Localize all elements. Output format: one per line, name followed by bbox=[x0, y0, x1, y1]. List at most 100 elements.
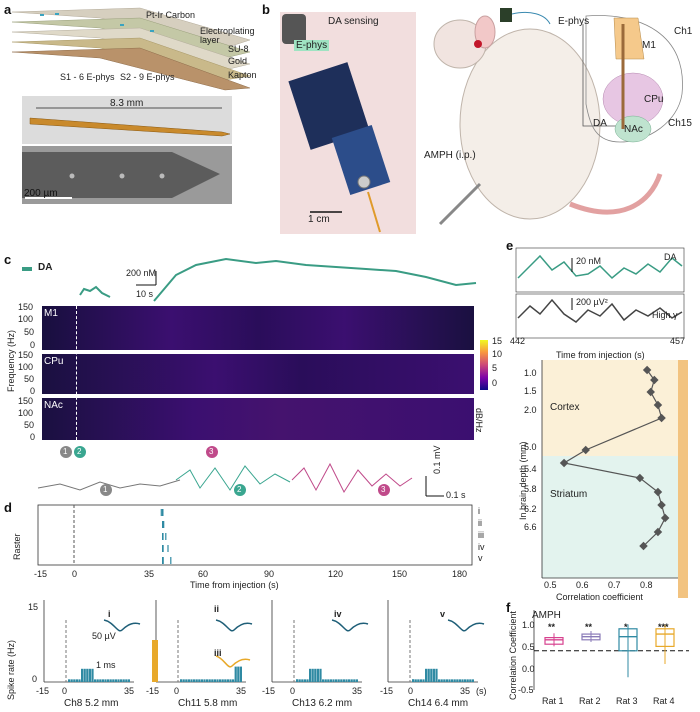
marker-1-bottom: 1 bbox=[103, 485, 108, 494]
colorbar-tick: 10 bbox=[492, 349, 503, 359]
corr-xtick: 0.7 bbox=[608, 580, 621, 590]
spectrogram-ytick: 100 bbox=[18, 362, 34, 372]
spectrogram-nac bbox=[42, 398, 474, 440]
e-traces bbox=[515, 247, 685, 339]
marker-2-bottom: 2 bbox=[237, 485, 242, 494]
depth-point bbox=[650, 375, 659, 385]
scale-power: 200 µV² bbox=[576, 297, 608, 307]
colorbar-tick: 5 bbox=[492, 363, 498, 373]
sr-bar bbox=[182, 679, 185, 682]
corr-xtick: 0.5 bbox=[544, 580, 557, 590]
probe-shank bbox=[29, 107, 231, 137]
panel-b-label: b bbox=[262, 2, 270, 17]
waveform-scale-uv: 50 µV bbox=[92, 631, 116, 641]
sem-tip bbox=[22, 152, 220, 199]
sr-bar bbox=[219, 679, 222, 682]
sr-bar bbox=[471, 679, 474, 682]
panel-e-label: e bbox=[506, 238, 514, 253]
spectrogram-label-m1: M1 bbox=[44, 308, 58, 319]
waveform-iii bbox=[215, 655, 251, 668]
scale-mv: 0.1 mV bbox=[432, 445, 442, 474]
sr-bar bbox=[208, 679, 211, 682]
corr-xtick: 0.8 bbox=[640, 580, 653, 590]
e-label-da: DA bbox=[664, 252, 677, 262]
waveform bbox=[103, 619, 141, 632]
sr-xtick: -15 bbox=[36, 686, 50, 696]
probe-layer-diagram bbox=[11, 7, 251, 91]
sr-bar bbox=[466, 679, 469, 682]
probe-length: 8.3 mm bbox=[110, 98, 144, 109]
channel-ch15: Ch15 bbox=[668, 118, 692, 129]
marker-3: 3 bbox=[209, 447, 214, 456]
device-board bbox=[282, 14, 391, 233]
corr-xlabel: Correlation coefficient bbox=[556, 592, 643, 602]
marker-2: 2 bbox=[77, 447, 82, 456]
sr-bar bbox=[448, 679, 451, 682]
spectrogram-ytick: 50 bbox=[24, 374, 35, 384]
depth-ytick: 1.0 bbox=[524, 368, 537, 378]
region-m1: M1 bbox=[642, 40, 656, 51]
depth-point bbox=[635, 473, 645, 483]
sr-bar bbox=[96, 679, 99, 682]
f-significance: * bbox=[624, 622, 628, 632]
site-label: S1 - 6 E-phys bbox=[60, 72, 115, 82]
sr-bar bbox=[464, 679, 467, 682]
sr-bar bbox=[355, 679, 358, 682]
depth-ytick: 5.4 bbox=[524, 464, 537, 474]
f-ytick: -0.5 bbox=[518, 685, 534, 695]
sr-bar bbox=[458, 679, 461, 682]
raster-spike bbox=[162, 557, 164, 564]
sr-xunit: (s) bbox=[476, 686, 487, 696]
spectrogram-ytick: 50 bbox=[24, 327, 35, 337]
sr-bar bbox=[187, 679, 190, 682]
sr-bar bbox=[353, 679, 356, 682]
layer-label: Kapton bbox=[228, 70, 257, 80]
sr-bar bbox=[430, 668, 433, 682]
subplot-label: Ch14 6.4 mm bbox=[408, 698, 469, 709]
sr-xtick: 35 bbox=[352, 686, 363, 696]
colorbar-tick: 0 bbox=[492, 378, 498, 388]
e-label-highgamma: High γ bbox=[652, 310, 678, 320]
sr-bar bbox=[342, 679, 345, 682]
sr-bar bbox=[309, 668, 312, 682]
sr-bar bbox=[412, 679, 415, 682]
sr-bar bbox=[203, 679, 206, 682]
spectrogram-ytick: 0 bbox=[30, 386, 36, 396]
sr-bar bbox=[340, 679, 343, 682]
scale-time: 10 s bbox=[136, 289, 154, 299]
sr-bar bbox=[445, 679, 448, 682]
sr-bar bbox=[469, 679, 472, 682]
sr-bar bbox=[70, 679, 73, 682]
marker-row bbox=[37, 446, 444, 497]
sr-bar bbox=[104, 679, 107, 682]
scale-s: 0.1 s bbox=[446, 490, 466, 500]
spectrogram-m1 bbox=[42, 306, 474, 350]
depth-ytick: 6.6 bbox=[524, 522, 537, 532]
f-boxplot bbox=[533, 610, 689, 690]
f-ytick: 0.5 bbox=[522, 642, 535, 652]
f-significance: *** bbox=[658, 622, 669, 632]
rat-illustration bbox=[433, 8, 683, 226]
sr-bar bbox=[301, 679, 304, 682]
depth-ytick: 6.2 bbox=[524, 504, 537, 514]
spectrogram-label-cpu: CPu bbox=[44, 356, 64, 367]
depth-ytick: 2.0 bbox=[524, 405, 537, 415]
sr-bar bbox=[414, 679, 417, 682]
sr-bar bbox=[322, 679, 325, 682]
sr-bar bbox=[117, 679, 120, 682]
unit-iii: iii bbox=[214, 648, 222, 658]
spectrogram-ytick: 100 bbox=[18, 314, 34, 324]
sr-bar bbox=[234, 666, 237, 682]
sr-xtick: 35 bbox=[460, 686, 471, 696]
sr-bar bbox=[195, 679, 198, 682]
channel-ch1: Ch1 bbox=[674, 26, 693, 37]
depth-point bbox=[642, 365, 652, 375]
label-da-sensing: DA sensing bbox=[328, 16, 379, 27]
sr-bar bbox=[78, 679, 81, 682]
raster-xtick: 0 bbox=[72, 569, 78, 579]
raster-row-ii: ii bbox=[478, 518, 482, 528]
f-significance: ** bbox=[548, 622, 556, 632]
sr-bar bbox=[348, 679, 351, 682]
panel-c-label: c bbox=[4, 252, 12, 267]
